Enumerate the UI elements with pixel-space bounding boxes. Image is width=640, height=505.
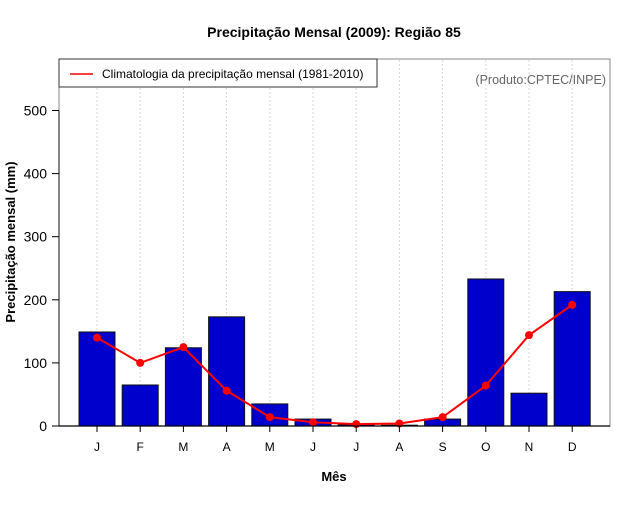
x-tick-label: A	[223, 440, 231, 454]
climatology-point	[93, 333, 101, 342]
x-tick-label: S	[439, 440, 447, 454]
climatology-point	[438, 413, 447, 422]
x-tick-label: O	[481, 440, 490, 454]
bar	[208, 316, 246, 427]
bar	[510, 392, 548, 427]
y-tick-label: 500	[24, 103, 48, 119]
y-axis-label: Precipitação mensal (mm)	[3, 161, 18, 322]
bar	[121, 384, 159, 427]
climatology-polyline	[96, 304, 573, 426]
bar	[164, 347, 202, 427]
x-tick-label: J	[310, 440, 316, 454]
climatology-point	[222, 386, 231, 395]
y-ticks: 0 100 200 300 400 500	[24, 103, 59, 434]
bar	[553, 291, 591, 427]
x-tick-label: M	[265, 440, 275, 454]
x-tick-label: J	[94, 440, 100, 454]
x-tick-label: J	[353, 440, 359, 454]
bars	[78, 278, 591, 427]
climatology-point	[525, 331, 533, 340]
plot-frame	[58, 58, 611, 427]
x-tick-label: F	[137, 440, 144, 454]
x-axis-label: Mês	[321, 469, 346, 484]
climatology-point	[309, 418, 317, 427]
climatology-point	[481, 381, 490, 390]
y-tick-label: 200	[24, 292, 48, 308]
bar	[467, 278, 505, 427]
legend: Climatologia da precipitação mensal (198…	[58, 58, 378, 88]
y-tick-label: 0	[39, 418, 47, 434]
climatology-point	[179, 343, 188, 352]
climatology-point	[136, 358, 145, 367]
climatology-point	[568, 300, 577, 309]
bar	[78, 331, 116, 427]
x-tick-label: A	[395, 440, 403, 454]
legend-label: Climatologia da precipitação mensal (198…	[102, 67, 363, 81]
y-tick-label: 400	[24, 166, 48, 182]
x-tick-label: D	[568, 440, 577, 454]
y-tick-label: 100	[24, 355, 48, 371]
legend-box	[58, 58, 378, 88]
x-tick-label: M	[178, 440, 188, 454]
source-annotation: (Produto:CPTEC/INPE)	[475, 73, 606, 87]
y-tick-label: 300	[24, 229, 48, 245]
chart-title: Precipitação Mensal (2009): Região 85	[207, 24, 461, 40]
x-tick-label: N	[525, 440, 534, 454]
climatology-point	[265, 413, 274, 422]
